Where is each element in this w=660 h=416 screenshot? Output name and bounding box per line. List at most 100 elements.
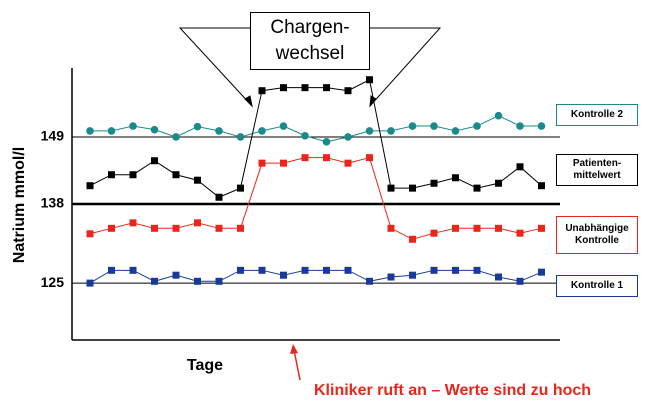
- legend-entry: Kontrolle 1: [556, 275, 638, 297]
- marker: [452, 174, 459, 182]
- series-line: [89, 269, 542, 284]
- marker: [323, 266, 330, 274]
- marker: [280, 271, 287, 279]
- y-tick-label: 149: [41, 128, 65, 144]
- marker: [495, 273, 502, 281]
- marker: [430, 122, 438, 130]
- marker: [430, 179, 438, 187]
- call-arrow: [293, 349, 301, 381]
- marker: [86, 279, 94, 287]
- callout-right: [369, 27, 442, 107]
- legend-entry: Patienten- mittelwert: [556, 154, 638, 186]
- y-tick-label: 138: [41, 195, 65, 211]
- marker: [408, 122, 417, 130]
- marker: [194, 219, 201, 227]
- marker: [516, 277, 524, 285]
- series: [86, 266, 545, 287]
- legend-entry: Unabhängige Kontrolle: [556, 216, 638, 254]
- annotation-box: Chargen- wechsel: [250, 12, 370, 70]
- marker: [366, 76, 373, 84]
- marker: [258, 159, 266, 167]
- marker: [387, 273, 395, 281]
- marker: [215, 277, 223, 285]
- marker: [86, 182, 94, 190]
- marker: [236, 133, 245, 141]
- marker: [215, 193, 223, 201]
- marker: [344, 159, 352, 167]
- marker: [344, 266, 352, 274]
- annotation: Kliniker ruft an – Werte sind zu hoch: [314, 382, 592, 399]
- marker: [366, 154, 373, 162]
- marker: [301, 266, 309, 274]
- marker: [366, 277, 373, 285]
- marker: [151, 157, 158, 165]
- marker: [151, 277, 158, 285]
- series: [86, 111, 546, 146]
- series-line: [89, 78, 542, 198]
- marker: [516, 122, 524, 130]
- marker: [194, 277, 201, 285]
- marker: [344, 87, 352, 95]
- series: [86, 154, 545, 243]
- marker: [301, 131, 309, 140]
- marker: [538, 224, 545, 232]
- marker: [409, 271, 416, 279]
- marker: [258, 87, 266, 95]
- marker: [387, 224, 395, 232]
- marker: [86, 230, 94, 238]
- marker: [237, 224, 244, 232]
- marker: [172, 224, 180, 232]
- marker: [150, 125, 159, 134]
- marker: [495, 224, 502, 232]
- marker: [129, 171, 137, 179]
- marker: [237, 184, 244, 192]
- marker: [409, 235, 416, 243]
- marker: [387, 127, 395, 135]
- marker: [151, 224, 158, 232]
- marker: [516, 229, 524, 237]
- marker: [451, 127, 460, 135]
- marker: [258, 127, 266, 135]
- marker: [194, 176, 201, 184]
- marker: [537, 122, 546, 130]
- marker: [215, 224, 223, 232]
- series-line: [90, 115, 542, 143]
- marker: [172, 271, 180, 279]
- marker: [108, 224, 115, 232]
- series-line: [89, 157, 542, 240]
- marker: [172, 171, 180, 179]
- series: [86, 76, 545, 201]
- marker: [430, 266, 438, 274]
- marker: [452, 266, 459, 274]
- marker: [108, 171, 115, 179]
- marker: [86, 127, 94, 135]
- marker: [473, 224, 481, 232]
- marker: [301, 84, 309, 92]
- marker: [538, 268, 545, 276]
- marker: [193, 122, 202, 131]
- marker: [129, 266, 137, 274]
- marker: [473, 184, 481, 192]
- callout-left: [178, 27, 253, 107]
- marker: [279, 122, 288, 130]
- marker: [430, 229, 438, 237]
- marker: [215, 127, 223, 135]
- marker: [344, 133, 352, 141]
- marker: [237, 266, 244, 274]
- marker: [473, 266, 481, 274]
- marker: [280, 84, 287, 92]
- marker: [409, 184, 416, 192]
- marker: [129, 219, 137, 227]
- legend-entry: Kontrolle 2: [556, 104, 638, 126]
- marker: [301, 154, 309, 162]
- marker: [322, 138, 331, 146]
- marker: [107, 127, 116, 135]
- call-arrowhead: [290, 344, 298, 354]
- callout-lines: [178, 27, 442, 108]
- marker: [323, 154, 330, 162]
- y-tick-label: 125: [41, 274, 65, 290]
- marker: [365, 127, 374, 135]
- marker: [280, 159, 287, 167]
